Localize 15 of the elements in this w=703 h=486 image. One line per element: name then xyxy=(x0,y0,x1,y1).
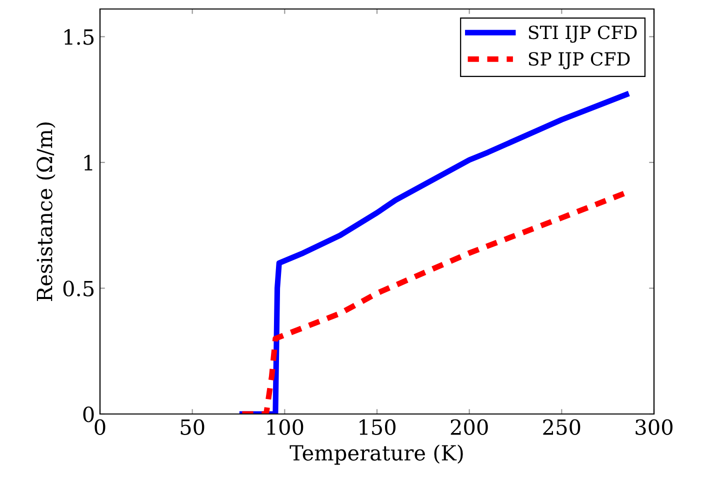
x-tick-label: 150 xyxy=(360,419,396,435)
x-tick-label: 250 xyxy=(543,419,580,435)
y-tick-label: 0 xyxy=(83,406,94,422)
legend-label: SP IJP CFD xyxy=(528,52,630,70)
y-tick-label: 0.5 xyxy=(63,280,94,296)
x-tick-label: 200 xyxy=(450,419,488,435)
x-axis-title: Temperature (K) xyxy=(290,444,463,465)
x-tick-label: 300 xyxy=(636,419,672,435)
y-tick-label: 1 xyxy=(84,154,92,170)
x-tick-label: 50 xyxy=(180,419,204,435)
x-tick-label: 100 xyxy=(267,419,304,435)
x-tick-label: 0 xyxy=(94,419,106,435)
legend-label: STI IJP CFD xyxy=(528,26,637,43)
y-tick-label: 1.5 xyxy=(64,29,94,45)
y-axis-title: Resistance (Ω/m) xyxy=(36,122,56,301)
